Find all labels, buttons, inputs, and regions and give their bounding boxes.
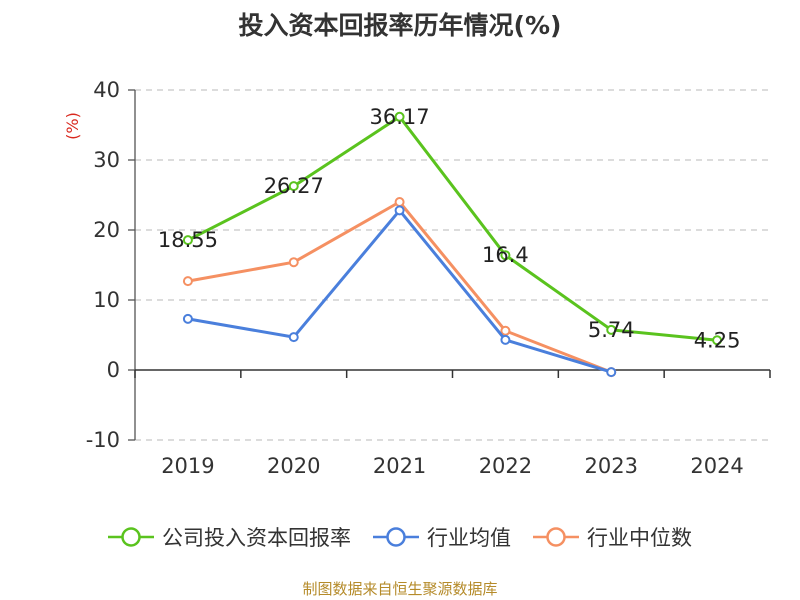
data-label: 36.17 — [370, 105, 430, 129]
data-point — [288, 257, 299, 268]
x-tick-label: 2022 — [479, 454, 532, 478]
data-point — [606, 367, 617, 378]
x-tick-label: 2019 — [161, 454, 214, 478]
data-point — [712, 335, 723, 346]
series-layer — [182, 111, 723, 378]
legend-marker-industry-median — [533, 527, 579, 547]
x-tick-label: 2020 — [267, 454, 320, 478]
y-tick-label: 30 — [93, 148, 120, 172]
series-line-2 — [187, 200, 612, 374]
x-tick-label: 2021 — [373, 454, 426, 478]
data-point — [500, 250, 511, 261]
legend-item-industry-median[interactable]: 行业中位数 — [533, 522, 692, 552]
legend-label-industry-median: 行业中位数 — [587, 526, 692, 550]
data-point — [182, 235, 193, 246]
y-tick-label: -10 — [86, 428, 120, 452]
data-label: 16.4 — [482, 243, 529, 267]
axis-layer: 40 30 20 10 0 -10 2019 2020 2021 2022 2023 2024 (%) — [63, 78, 771, 478]
data-label: 4.25 — [694, 328, 741, 352]
data-point — [606, 324, 617, 335]
data-point — [500, 334, 511, 345]
source-note: 制图数据来自恒生聚源数据库 — [302, 580, 498, 598]
legend-label-company: 公司投入资本回报率 — [162, 526, 351, 550]
data-point — [394, 111, 405, 122]
data-label: 18.55 — [158, 228, 218, 252]
data-label-layer: 18.55 26.27 36.17 16.4 5.74 4.25 — [158, 105, 741, 352]
data-point — [288, 332, 299, 343]
data-point — [182, 276, 193, 287]
data-label: 5.74 — [588, 318, 635, 342]
legend-item-company[interactable]: 公司投入资本回报率 — [108, 522, 351, 552]
grid-layer — [135, 89, 770, 441]
y-tick-label: 0 — [107, 358, 120, 382]
series-line-0 — [187, 115, 718, 342]
legend-item-industry-mean[interactable]: 行业均值 — [373, 522, 511, 552]
y-tick-label: 20 — [93, 218, 120, 242]
x-tick-label: 2024 — [690, 454, 743, 478]
y-tick-label: 10 — [93, 288, 120, 312]
y-tick-label: 40 — [93, 78, 120, 102]
x-tick-label: 2023 — [585, 454, 638, 478]
y-axis-label: (%) — [63, 112, 82, 140]
data-point — [288, 181, 299, 192]
data-point — [182, 313, 193, 324]
legend-marker-company — [108, 527, 154, 547]
data-label: 26.27 — [264, 174, 324, 198]
data-point — [394, 205, 405, 216]
chart-title: 投入资本回报率历年情况(%) — [238, 11, 562, 40]
data-point — [394, 197, 405, 207]
legend-label-industry-mean: 行业均值 — [427, 526, 511, 550]
legend-marker-industry-mean — [373, 527, 419, 547]
data-point — [500, 325, 511, 336]
legend: 公司投入资本回报率 行业均值 行业中位数 — [0, 520, 800, 554]
